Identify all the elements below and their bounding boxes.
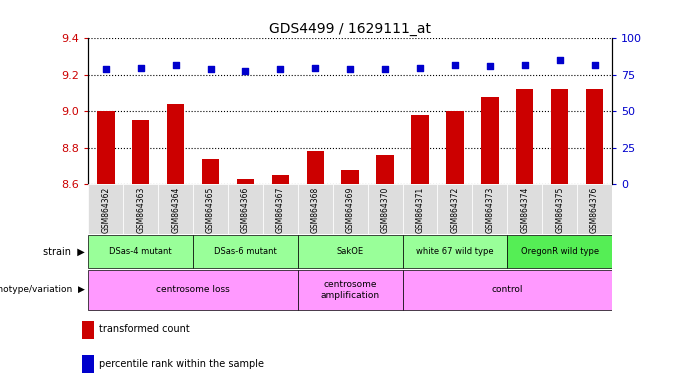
Text: centrosome
amplification: centrosome amplification: [321, 280, 379, 300]
Bar: [542, 184, 577, 234]
Bar: [507, 235, 612, 268]
Text: genotype/variation  ▶: genotype/variation ▶: [0, 285, 85, 295]
Point: [484, 63, 495, 69]
Bar: [132, 121, 150, 184]
Bar: [298, 270, 403, 310]
Text: GSM864363: GSM864363: [136, 187, 146, 233]
Text: GSM864362: GSM864362: [101, 187, 110, 233]
Bar: [577, 184, 612, 234]
Bar: [403, 235, 507, 268]
Point: [449, 61, 460, 68]
Text: control: control: [492, 285, 523, 295]
Bar: [82, 321, 94, 339]
Bar: [377, 155, 394, 184]
Text: white 67 wild type: white 67 wild type: [416, 247, 494, 256]
Bar: [446, 111, 464, 184]
Text: OregonR wild type: OregonR wild type: [521, 247, 598, 256]
Point: [589, 61, 600, 68]
Text: GSM864369: GSM864369: [345, 187, 355, 233]
Text: GSM864364: GSM864364: [171, 187, 180, 233]
Bar: [298, 184, 333, 234]
Text: DSas-4 mutant: DSas-4 mutant: [109, 247, 172, 256]
Bar: [237, 179, 254, 184]
Bar: [403, 184, 437, 234]
Text: GSM864365: GSM864365: [206, 187, 215, 233]
Bar: [516, 89, 534, 184]
Text: transformed count: transformed count: [99, 324, 189, 334]
Text: DSas-6 mutant: DSas-6 mutant: [214, 247, 277, 256]
Bar: [263, 184, 298, 234]
Bar: [507, 184, 542, 234]
Text: GSM864374: GSM864374: [520, 187, 529, 233]
Point: [170, 61, 181, 68]
Point: [135, 65, 146, 71]
Point: [554, 57, 565, 63]
Bar: [437, 184, 473, 234]
Bar: [551, 89, 568, 184]
Text: SakOE: SakOE: [337, 247, 364, 256]
Bar: [298, 235, 403, 268]
Point: [379, 66, 390, 72]
Point: [205, 66, 216, 72]
Bar: [473, 184, 507, 234]
Point: [520, 61, 530, 68]
Point: [415, 65, 426, 71]
Point: [240, 68, 251, 74]
Bar: [481, 97, 498, 184]
Point: [101, 66, 112, 72]
Bar: [585, 89, 603, 184]
Bar: [333, 184, 368, 234]
Bar: [411, 115, 428, 184]
Text: percentile rank within the sample: percentile rank within the sample: [99, 359, 264, 369]
Bar: [307, 151, 324, 184]
Text: GSM864376: GSM864376: [590, 187, 599, 233]
Text: centrosome loss: centrosome loss: [156, 285, 230, 295]
Bar: [228, 184, 263, 234]
Bar: [88, 235, 193, 268]
Bar: [88, 270, 298, 310]
Text: GSM864366: GSM864366: [241, 187, 250, 233]
Bar: [368, 184, 403, 234]
Bar: [403, 270, 612, 310]
Text: GSM864367: GSM864367: [276, 187, 285, 233]
Bar: [167, 104, 184, 184]
Bar: [123, 184, 158, 234]
Point: [310, 65, 321, 71]
Text: GSM864370: GSM864370: [381, 187, 390, 233]
Text: GSM864372: GSM864372: [450, 187, 460, 233]
Point: [275, 66, 286, 72]
Bar: [97, 111, 114, 184]
Bar: [202, 159, 219, 184]
Bar: [341, 170, 359, 184]
Text: GSM864371: GSM864371: [415, 187, 424, 233]
Text: GSM864368: GSM864368: [311, 187, 320, 233]
Bar: [88, 184, 123, 234]
Title: GDS4499 / 1629111_at: GDS4499 / 1629111_at: [269, 22, 431, 36]
Bar: [193, 184, 228, 234]
Bar: [82, 355, 94, 373]
Point: [345, 66, 356, 72]
Text: strain  ▶: strain ▶: [44, 247, 85, 257]
Bar: [272, 175, 289, 184]
Bar: [193, 235, 298, 268]
Text: GSM864375: GSM864375: [555, 187, 564, 233]
Text: GSM864373: GSM864373: [486, 187, 494, 233]
Bar: [158, 184, 193, 234]
